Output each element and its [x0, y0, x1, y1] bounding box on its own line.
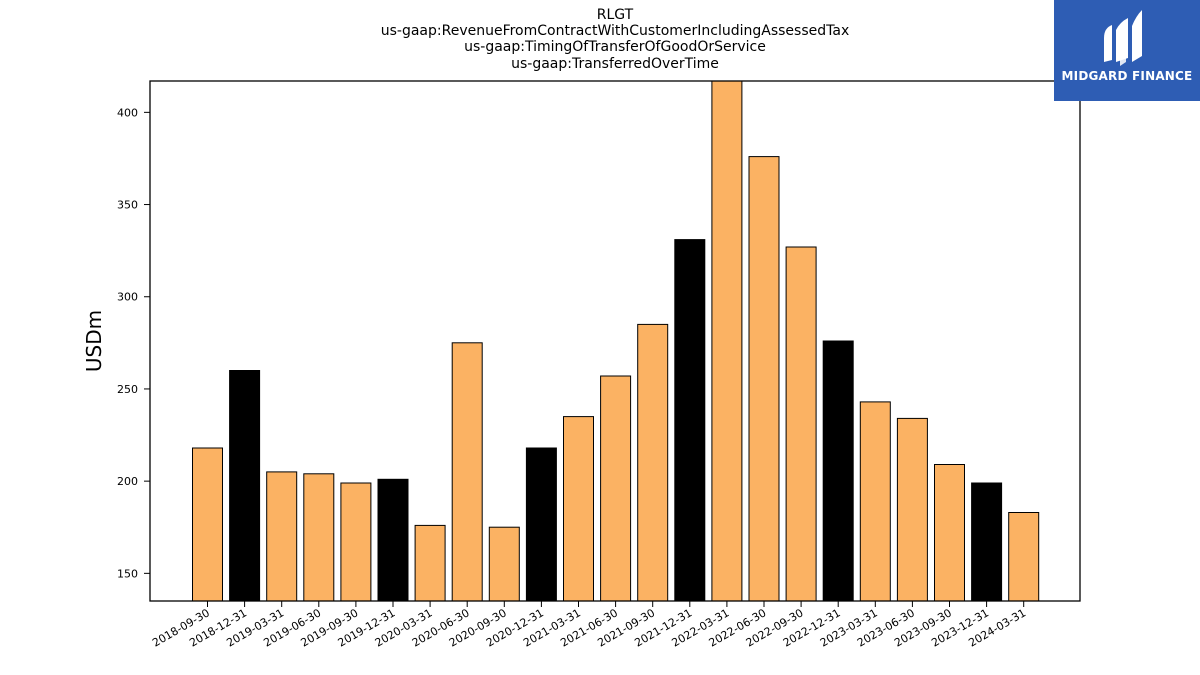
bar: [785, 246, 817, 601]
bar: [1008, 512, 1040, 601]
bar: [748, 156, 780, 601]
chart-title-line: us-gaap:TimingOfTransferOfGoodOrService: [464, 39, 766, 55]
plot-frame: [149, 80, 1081, 602]
bar: [229, 370, 261, 601]
bar: [971, 482, 1003, 601]
brand-logo: MIDGARD FINANCE: [1054, 0, 1200, 101]
chart-title-line: us-gaap:RevenueFromContractWithCustomerI…: [380, 23, 850, 39]
y-tick-label: 400: [117, 106, 138, 119]
chart-title-line: RLGT: [596, 7, 634, 23]
bar: [303, 473, 335, 601]
chart-title-line: us-gaap:TransferredOverTime: [511, 56, 719, 72]
bar: [674, 239, 706, 601]
bar: [637, 323, 669, 601]
y-tick-label: 300: [117, 291, 138, 304]
bar: [600, 375, 632, 601]
y-axis-label: USDm: [82, 310, 106, 372]
logo-mark-icon: [1104, 10, 1142, 66]
y-tick-label: 350: [117, 199, 138, 212]
bar: [822, 340, 854, 601]
bar: [859, 401, 891, 601]
y-tick-label: 150: [117, 567, 138, 580]
bar: [896, 417, 928, 601]
bar: [563, 416, 594, 601]
bar: [414, 524, 446, 601]
bar: [192, 447, 223, 601]
bar: [451, 342, 483, 601]
bar: [525, 447, 557, 601]
bar: [934, 464, 965, 601]
bar: [711, 81, 743, 601]
bar: [488, 526, 520, 601]
logo-text: MIDGARD FINANCE: [1061, 69, 1193, 83]
y-tick-label: 250: [117, 383, 138, 396]
bar: [340, 482, 372, 601]
y-tick-label: 200: [117, 475, 138, 488]
bar: [377, 478, 409, 601]
bar: [266, 471, 298, 601]
